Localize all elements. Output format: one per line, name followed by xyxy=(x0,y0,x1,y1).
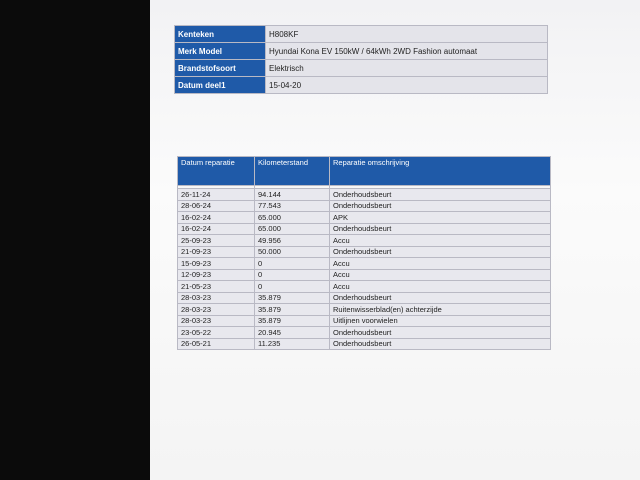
mileage: 65.000 xyxy=(254,211,330,224)
repair-row: 26-11-24 94.144 Onderhoudsbeurt xyxy=(177,188,551,201)
repair-date: 16-02-24 xyxy=(177,211,255,224)
mileage: 11.235 xyxy=(254,337,330,350)
description: Onderhoudsbeurt xyxy=(329,291,551,304)
mileage: 49.956 xyxy=(254,234,330,247)
description: Accu xyxy=(329,234,551,247)
repair-row: 16-02-24 65.000 APK xyxy=(177,211,551,224)
mileage: 35.879 xyxy=(254,303,330,316)
mileage: 65.000 xyxy=(254,222,330,235)
repair-date: 16-02-24 xyxy=(177,222,255,235)
description: Onderhoudsbeurt xyxy=(329,245,551,258)
repair-row: 23-05-22 20.945 Onderhoudsbeurt xyxy=(177,326,551,339)
repair-date: 21-05-23 xyxy=(177,280,255,293)
description: Onderhoudsbeurt xyxy=(329,188,551,201)
repair-date: 23-05-22 xyxy=(177,326,255,339)
mileage: 0 xyxy=(254,257,330,270)
mileage: 94.144 xyxy=(254,188,330,201)
vehicle-row: Brandstofsoort Elektrisch xyxy=(174,59,548,77)
mileage: 0 xyxy=(254,280,330,293)
field-value: H808KF xyxy=(265,25,548,43)
column-header: Reparatie omschrijving xyxy=(329,156,551,186)
field-label: Kenteken xyxy=(174,25,266,43)
header-row: Datum reparatie Kilometerstand Reparatie o… xyxy=(177,156,551,186)
vehicle-row: Merk Model Hyundai Kona EV 150kW / 64kWh … xyxy=(174,42,548,60)
mileage: 0 xyxy=(254,268,330,281)
repair-row: 15-09-23 0 Accu xyxy=(177,257,551,270)
repair-date: 28-03-23 xyxy=(177,303,255,316)
field-value: Hyundai Kona EV 150kW / 64kWh 2WD Fashio… xyxy=(265,42,548,60)
description: Onderhoudsbeurt xyxy=(329,199,551,212)
mileage: 50.000 xyxy=(254,245,330,258)
column-header: Kilometerstand xyxy=(254,156,330,186)
repair-date: 26-11-24 xyxy=(177,188,255,201)
field-label: Merk Model xyxy=(174,42,266,60)
repair-date: 12-09-23 xyxy=(177,268,255,281)
vehicle-row: Kenteken H808KF xyxy=(174,25,548,43)
repair-row: 28-03-23 35.879 Uitlijnen voorwielen xyxy=(177,314,551,327)
field-label: Brandstofsoort xyxy=(174,59,266,77)
description: Accu xyxy=(329,257,551,270)
repair-row: 28-03-23 35.879 Ruitenwisserblad(en) achte… xyxy=(177,303,551,316)
field-value: 15-04-20 xyxy=(265,76,548,94)
repair-row: 25-09-23 49.956 Accu xyxy=(177,234,551,247)
repair-row: 28-06-24 77.543 Onderhoudsbeurt xyxy=(177,199,551,212)
description: Accu xyxy=(329,268,551,281)
repair-date: 25-09-23 xyxy=(177,234,255,247)
repair-date: 26-05-21 xyxy=(177,337,255,350)
repair-date: 15-09-23 xyxy=(177,257,255,270)
repair-date: 21-09-23 xyxy=(177,245,255,258)
repair-date: 28-06-24 xyxy=(177,199,255,212)
spacer-cell xyxy=(329,185,551,189)
repair-table: Datum reparatie Kilometerstand Reparatie o… xyxy=(177,156,551,350)
column-header: Datum reparatie xyxy=(177,156,255,186)
repair-date: 28-03-23 xyxy=(177,291,255,304)
vehicle-table: Kenteken H808KF Merk Model Hyundai Kona EV … xyxy=(174,25,548,94)
document: Kenteken H808KF Merk Model Hyundai Kona EV … xyxy=(150,0,640,480)
description: Ruitenwisserblad(en) achterzijde xyxy=(329,303,551,316)
mileage: 35.879 xyxy=(254,314,330,327)
spacer-row xyxy=(177,185,551,189)
repair-row: 12-09-23 0 Accu xyxy=(177,268,551,281)
mileage: 20.945 xyxy=(254,326,330,339)
description: Onderhoudsbeurt xyxy=(329,337,551,350)
repair-row: 16-02-24 65.000 Onderhoudsbeurt xyxy=(177,222,551,235)
repair-row: 28-03-23 35.879 Onderhoudsbeurt xyxy=(177,291,551,304)
description: Accu xyxy=(329,280,551,293)
description: Uitlijnen voorwielen xyxy=(329,314,551,327)
repair-row: 21-09-23 50.000 Onderhoudsbeurt xyxy=(177,245,551,258)
repair-row: 21-05-23 0 Accu xyxy=(177,280,551,293)
repair-row: 26-05-21 11.235 Onderhoudsbeurt xyxy=(177,337,551,350)
description: APK xyxy=(329,211,551,224)
vehicle-row: Datum deel1 15-04-20 xyxy=(174,76,548,94)
mileage: 77.543 xyxy=(254,199,330,212)
field-label: Datum deel1 xyxy=(174,76,266,94)
description: Onderhoudsbeurt xyxy=(329,222,551,235)
description: Onderhoudsbeurt xyxy=(329,326,551,339)
field-value: Elektrisch xyxy=(265,59,548,77)
mileage: 35.879 xyxy=(254,291,330,304)
repair-date: 28-03-23 xyxy=(177,314,255,327)
